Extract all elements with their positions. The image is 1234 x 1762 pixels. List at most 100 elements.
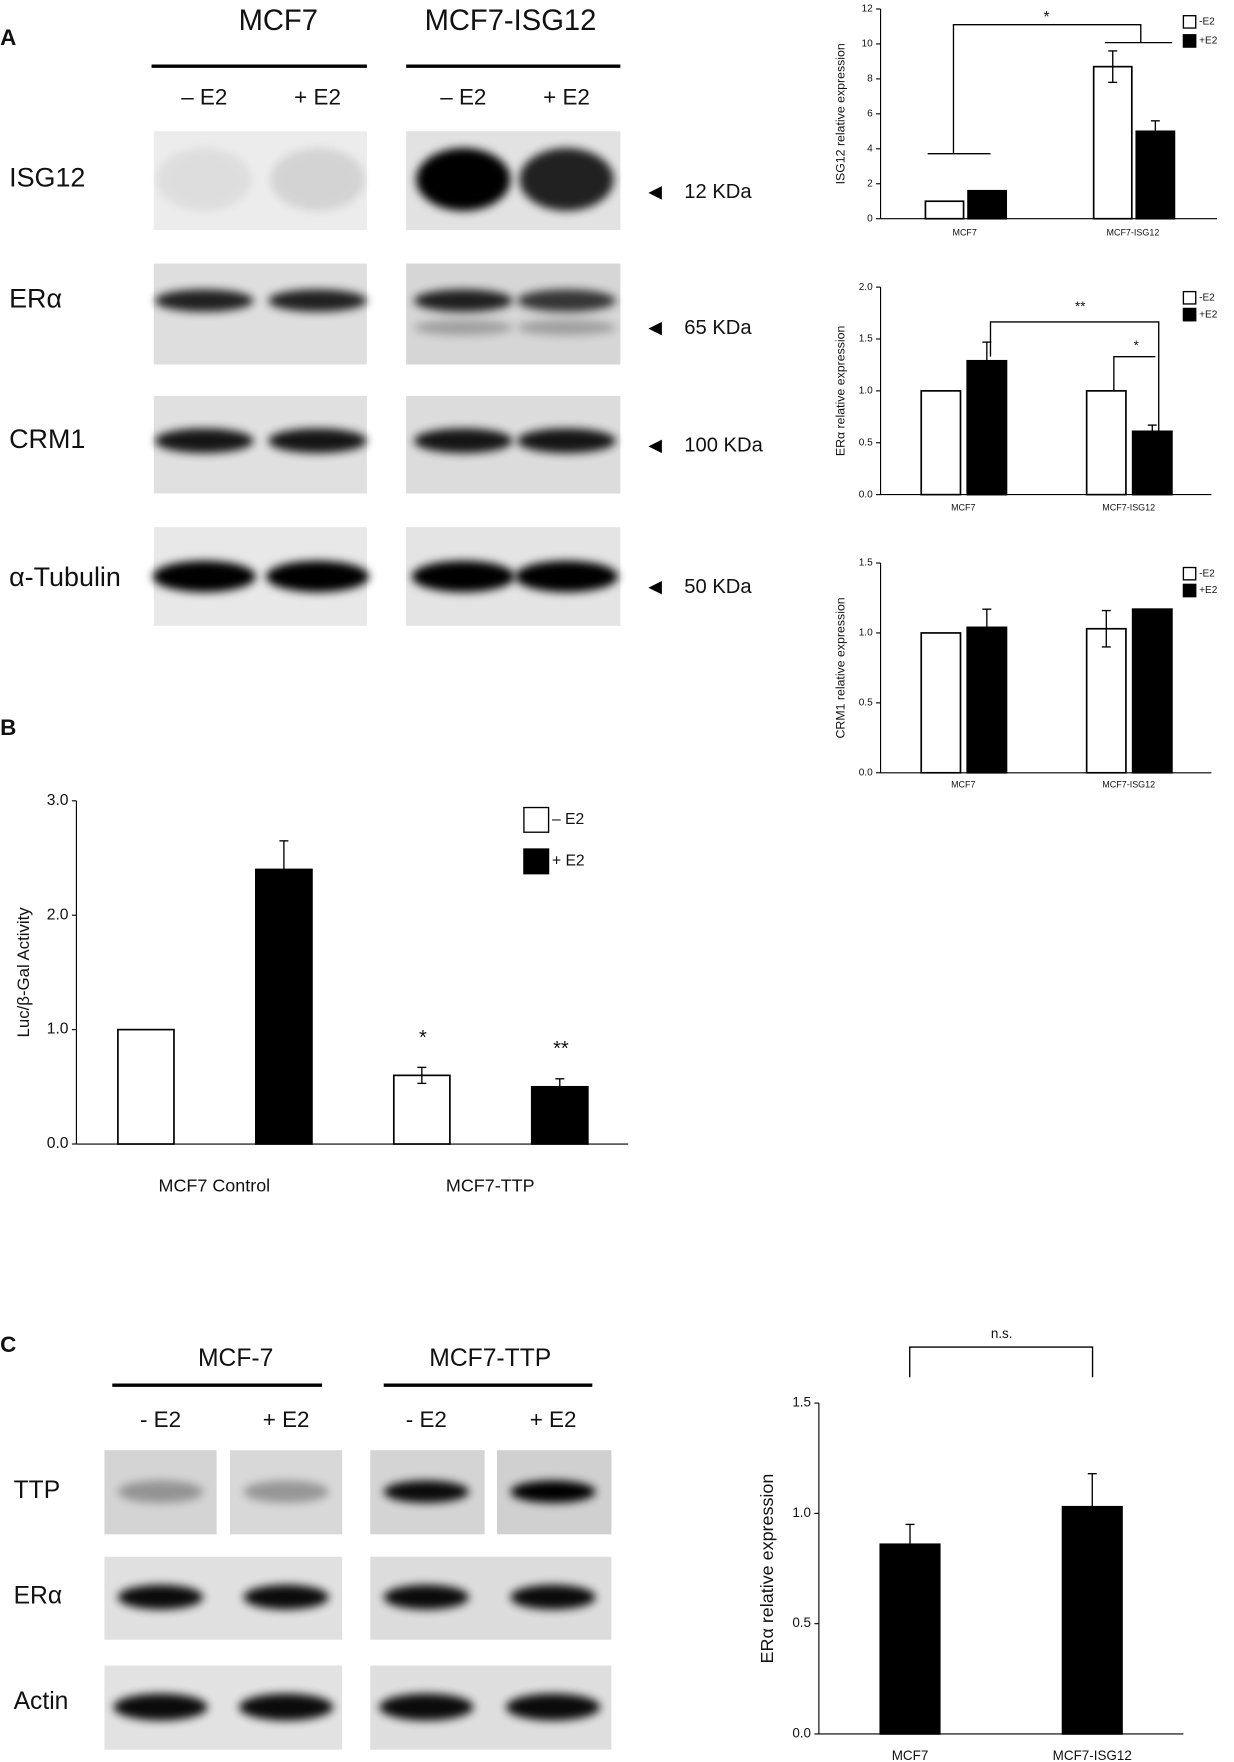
y-tick-label: 0.5 <box>859 698 873 709</box>
significance-bracket <box>1113 355 1156 391</box>
legend-label: +E2 <box>1199 36 1218 47</box>
bar <box>1131 608 1173 774</box>
y-tick-label: 10 <box>862 39 874 50</box>
x-tick-label: MCF7 <box>892 1748 929 1762</box>
panel-label: C <box>0 1332 16 1357</box>
lane-label: - E2 <box>406 1407 447 1432</box>
y-tick-label: 1.0 <box>859 386 873 397</box>
legend-swatch <box>1182 583 1197 598</box>
y-tick-label: 6 <box>867 109 873 120</box>
y-tick-label: 0.5 <box>859 437 873 448</box>
y-axis-label: Luc/β-Gal Activity <box>14 907 33 1038</box>
x-tick-label: MCF7-ISG12 <box>1053 1748 1132 1762</box>
size-label: 50 KDa <box>684 576 752 598</box>
blot-membrane <box>406 263 621 365</box>
legend-swatch <box>523 848 550 875</box>
legend-swatch <box>1182 290 1197 305</box>
lane-label: + E2 <box>530 1407 577 1432</box>
size-label: 12 KDa <box>684 181 752 203</box>
y-tick-label: 1.0 <box>859 628 873 639</box>
x-tick-label: MCF7-ISG12 <box>1107 228 1160 238</box>
blot-group-label: MCF7-ISG12 <box>425 5 597 37</box>
blot-band <box>265 560 370 593</box>
y-tick-label: 3.0 <box>47 792 69 809</box>
row-label: ERα <box>9 284 62 314</box>
y-axis-label: ERα relative expression <box>757 1474 777 1664</box>
y-tick-label: 1.5 <box>859 334 873 345</box>
error-bar <box>279 840 289 899</box>
lane-label: – E2 <box>440 85 486 110</box>
bar <box>967 189 1008 220</box>
error-bar <box>1147 424 1157 439</box>
arrowhead <box>648 321 662 336</box>
blot-band <box>519 148 614 211</box>
error-bar <box>417 1066 427 1085</box>
blot-group-label: MCF-7 <box>198 1345 273 1372</box>
x-tick-label: MCF7 <box>951 502 975 512</box>
lane-label: - E2 <box>140 1407 181 1432</box>
error-bar <box>1087 1473 1097 1541</box>
significance-bracket <box>952 24 1142 154</box>
x-tick-label: MCF7 <box>952 228 976 238</box>
blot-band <box>517 428 616 454</box>
significance-bracket <box>909 1346 1094 1378</box>
legend-label: + E2 <box>552 853 585 870</box>
bar <box>117 1028 175 1145</box>
y-axis-label: ISG12 relative expression <box>834 43 848 184</box>
y-tick-label: 0.0 <box>47 1135 69 1152</box>
size-label: 65 KDa <box>684 317 752 339</box>
blot-group-label: MCF7 <box>239 5 318 37</box>
legend-label: – E2 <box>552 811 584 828</box>
legend-label: -E2 <box>1199 568 1215 579</box>
error-bar <box>905 1523 915 1565</box>
error-bar <box>1101 609 1111 648</box>
x-tick-label: MCF7 <box>951 779 975 789</box>
blot-band <box>411 560 515 593</box>
y-tick-label: 0.0 <box>859 767 873 778</box>
blot-band <box>505 1693 601 1721</box>
bar <box>924 200 965 220</box>
bar <box>1092 65 1133 220</box>
annotation: ** <box>1075 299 1086 314</box>
bar <box>1131 430 1173 496</box>
error-bar <box>1108 50 1118 84</box>
bar <box>1061 1505 1123 1735</box>
blot-band <box>383 1480 469 1503</box>
significance-bracket <box>989 321 1160 435</box>
y-tick-label: 2.0 <box>47 906 69 923</box>
y-tick-label: 2 <box>867 178 873 189</box>
annotation: * <box>1134 338 1140 353</box>
bar <box>1085 627 1127 774</box>
bar <box>255 868 313 1145</box>
lane-label: – E2 <box>181 85 227 110</box>
row-label: Actin <box>14 1688 69 1715</box>
size-label: 100 KDa <box>684 435 763 457</box>
legend-label: -E2 <box>1199 292 1215 303</box>
legend-swatch <box>1182 34 1197 48</box>
bar <box>530 1085 589 1145</box>
blot-band <box>383 1584 469 1610</box>
blot-band <box>243 1584 329 1610</box>
bar <box>1135 130 1176 220</box>
blot-band <box>379 1693 474 1721</box>
bar <box>1085 390 1127 496</box>
y-tick-label: 0.0 <box>859 489 873 500</box>
row-label: ERα <box>14 1583 63 1610</box>
y-tick-label: 8 <box>867 74 873 85</box>
blot-band <box>416 148 511 211</box>
panel-label: A <box>0 25 16 50</box>
row-label: CRM1 <box>9 424 85 454</box>
blot-band <box>517 289 616 312</box>
blot-band <box>154 289 254 312</box>
legend-label: -E2 <box>1199 17 1215 28</box>
bar <box>879 1543 941 1735</box>
lane-label: + E2 <box>543 85 590 110</box>
legend-swatch <box>1182 566 1197 581</box>
blot-band <box>152 560 256 593</box>
blot-band <box>413 428 513 454</box>
legend-swatch <box>1182 15 1197 29</box>
blot-band <box>270 148 365 211</box>
blot-band <box>514 560 619 593</box>
y-tick-label: 4 <box>867 143 873 154</box>
